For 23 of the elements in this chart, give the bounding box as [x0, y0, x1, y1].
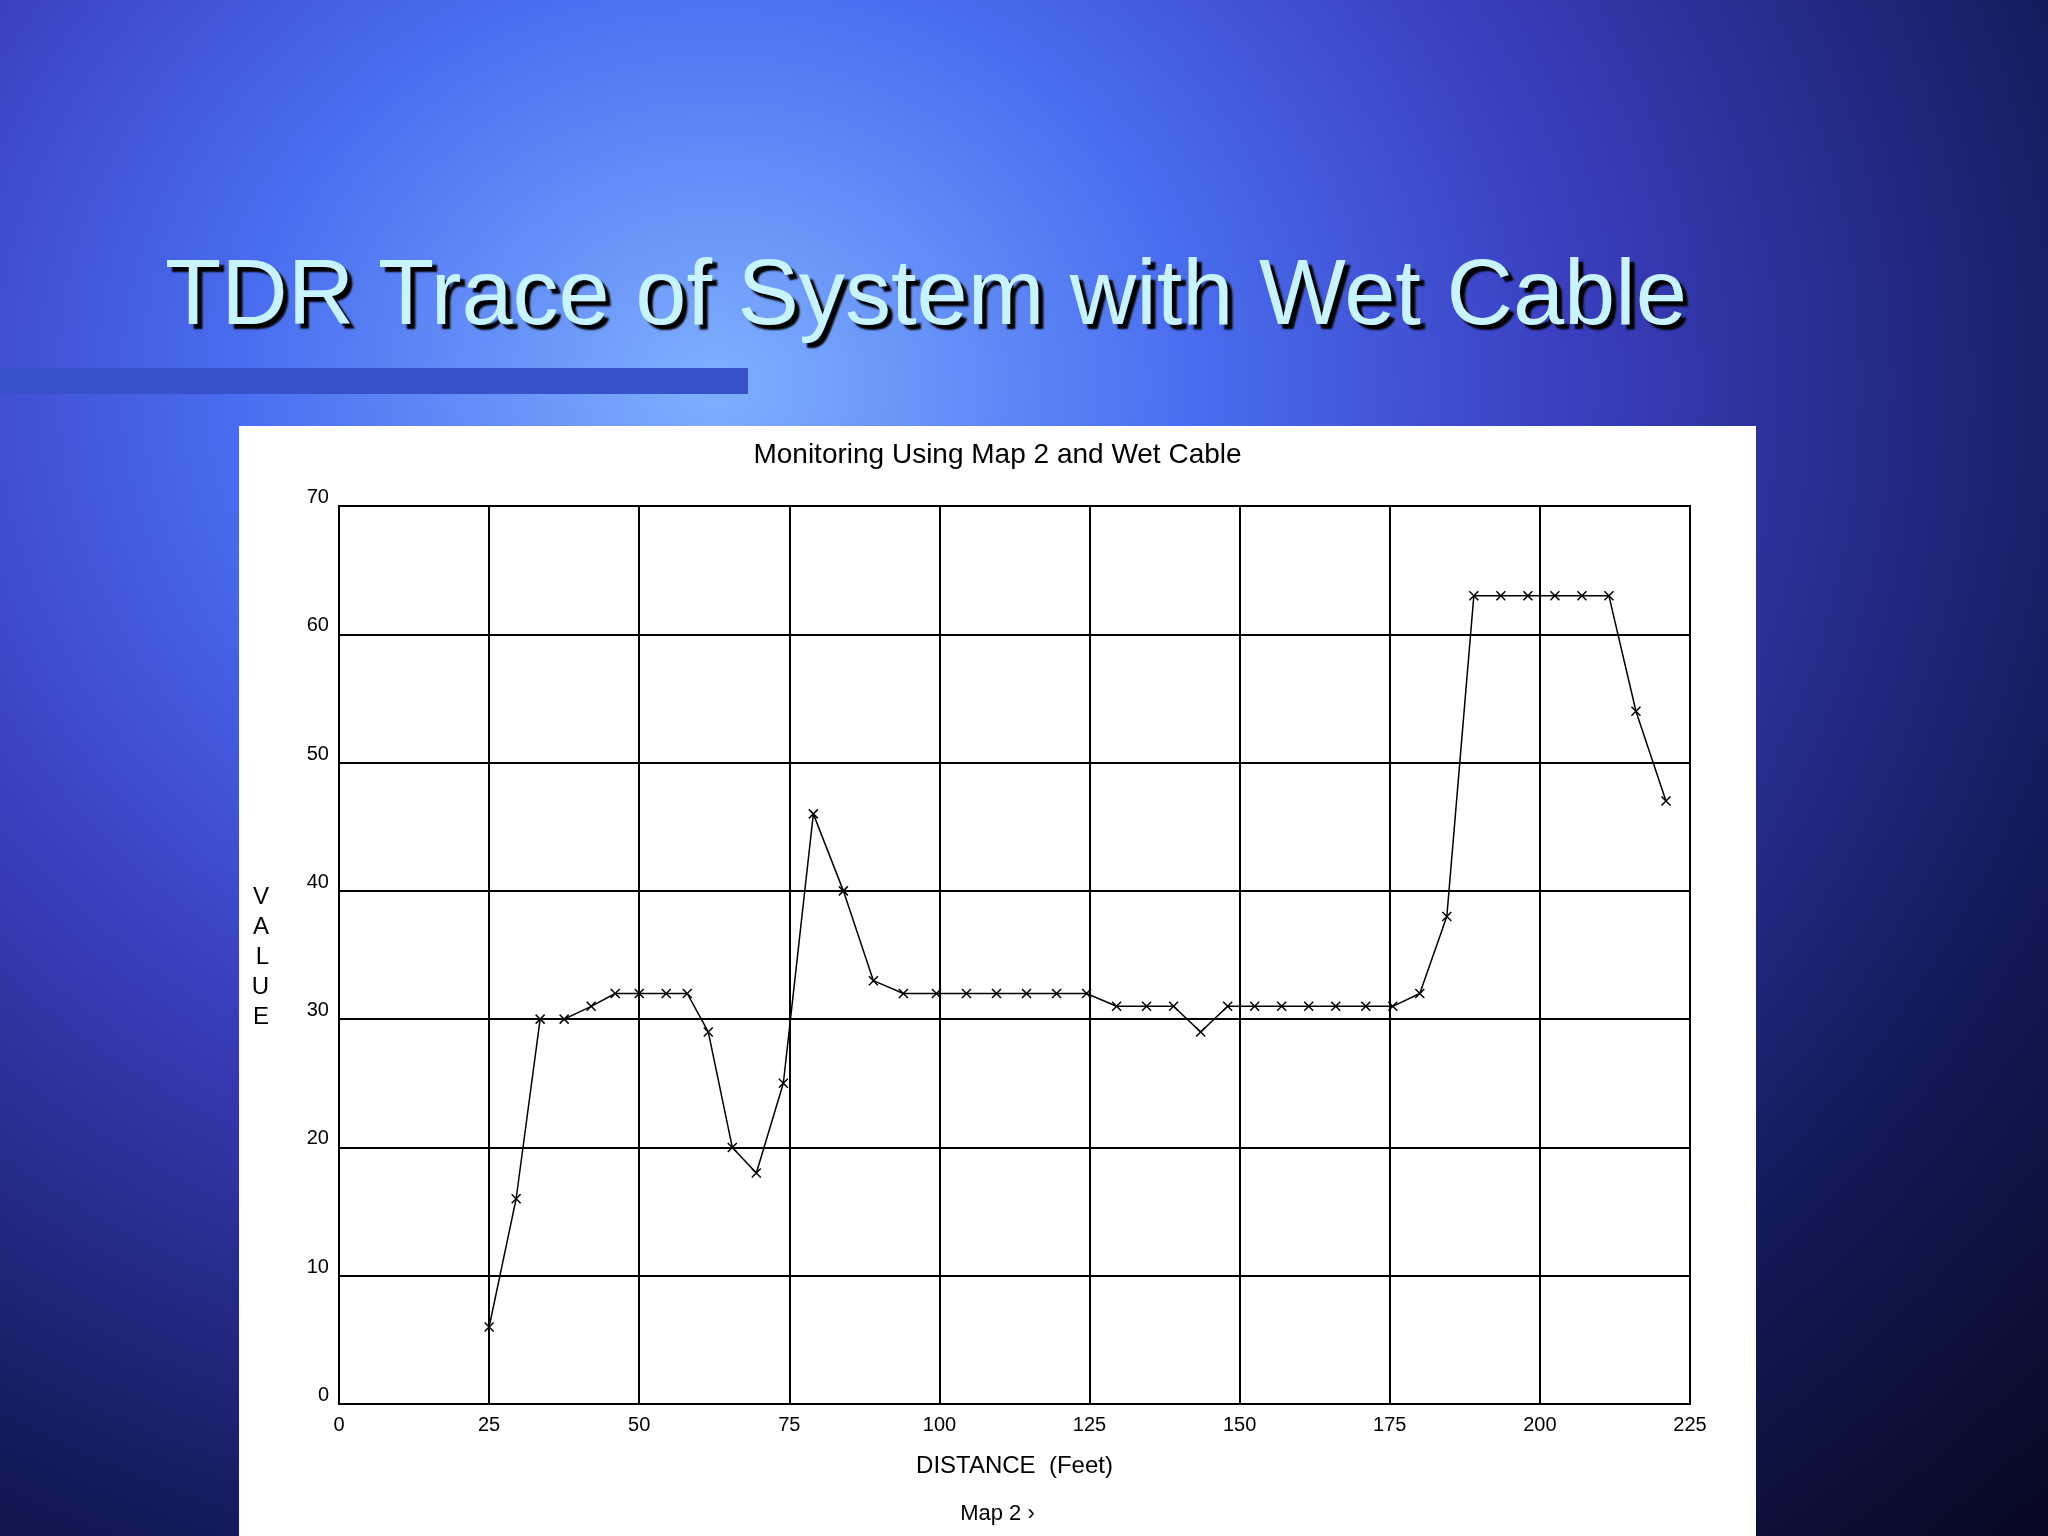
x-axis-title: DISTANCE (Feet): [916, 1450, 1113, 1478]
chart-title: TDR Trace of System with Wet Cable: [165, 240, 1687, 345]
x-tick-label: 25: [477, 1413, 501, 1435]
x-tick-label: 50: [628, 1413, 651, 1435]
x-tick-label: 75: [778, 1413, 801, 1435]
chart-subtitle: Monitoring Using Map 2 and Wet Cable: [753, 437, 1242, 469]
y-axis-title: VALUE: [251, 881, 269, 1029]
x-tick-label: 125: [1072, 1413, 1107, 1435]
y-tick-label: 10: [306, 1254, 329, 1277]
x-tick-label: 200: [1523, 1413, 1557, 1435]
y-tick-label: 70: [306, 485, 329, 507]
x-tick-label: 225: [1673, 1413, 1707, 1435]
y-tick-label: 20: [306, 1126, 329, 1149]
y-tick-label: 40: [306, 869, 329, 892]
x-tick-label: 100: [922, 1413, 957, 1435]
x-tick-label: 175: [1373, 1413, 1407, 1435]
y-tick-label: 0: [317, 1383, 329, 1405]
y-tick-label: 30: [306, 998, 329, 1021]
x-tick-label: 0: [333, 1413, 345, 1435]
y-tick-label: 60: [306, 613, 329, 636]
text: Map 2 ›: [959, 1500, 1036, 1526]
x-tick-label: 150: [1222, 1413, 1257, 1435]
y-tick-label: 50: [306, 741, 329, 764]
